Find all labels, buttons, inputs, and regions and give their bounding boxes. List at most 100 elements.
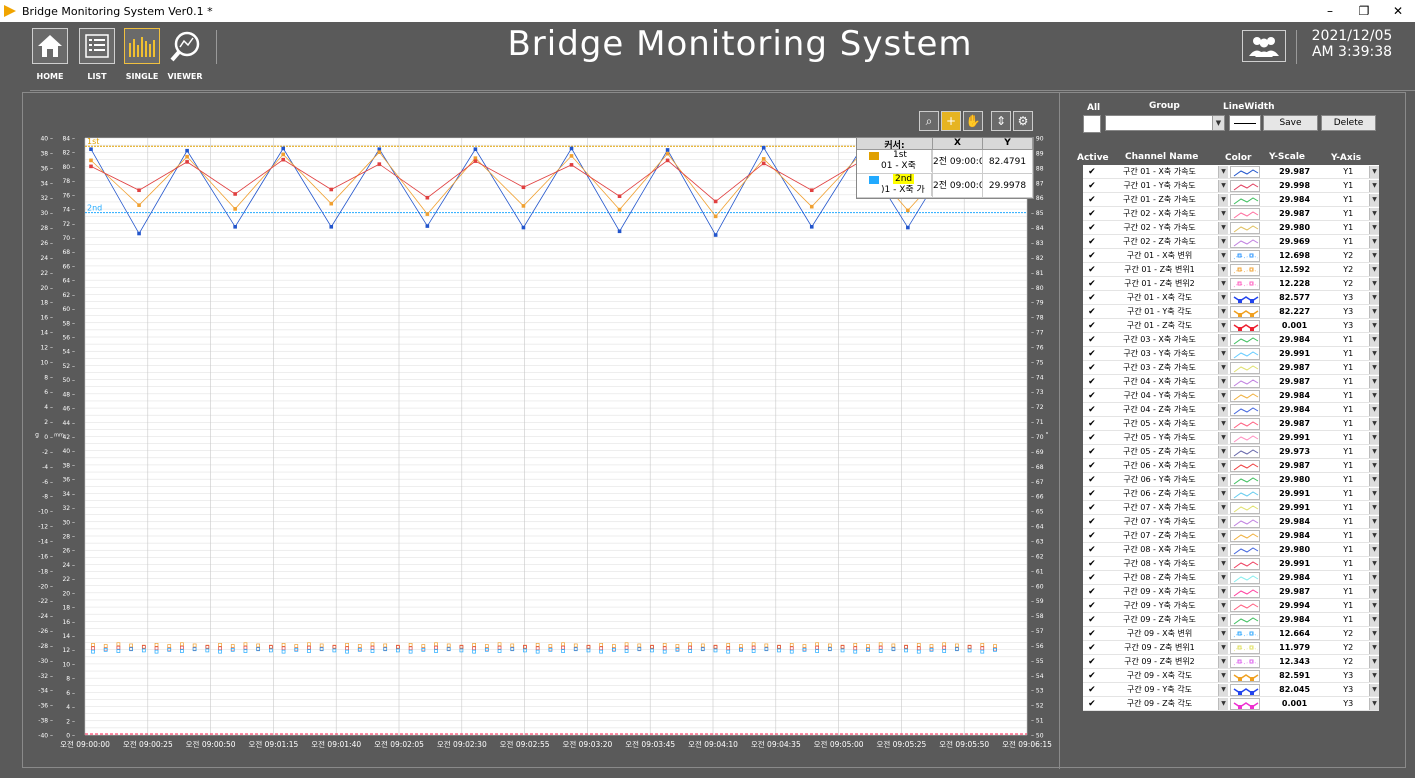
channel-row[interactable]: ✔ 구간 03 - X축 가속도 ▼ 29.984 Y1 ▼ [1083,333,1379,347]
y-axis-dropdown[interactable]: ▼ [1369,641,1379,654]
active-checkbox[interactable]: ✔ [1088,194,1096,205]
chevron-down-icon[interactable]: ▼ [1212,116,1224,130]
channel-dropdown[interactable]: ▼ [1218,389,1228,402]
save-button[interactable]: Save [1263,115,1318,131]
channel-dropdown[interactable]: ▼ [1218,263,1228,276]
active-checkbox[interactable]: ✔ [1088,348,1096,359]
color-swatch[interactable] [1230,501,1260,514]
active-checkbox[interactable]: ✔ [1088,530,1096,541]
active-checkbox[interactable]: ✔ [1088,460,1096,471]
channel-row[interactable]: ✔ 구간 07 - Z축 가속도 ▼ 29.984 Y1 ▼ [1083,529,1379,543]
color-swatch[interactable] [1230,403,1260,416]
color-swatch[interactable] [1230,683,1260,696]
color-swatch[interactable] [1230,655,1260,668]
channel-row[interactable]: ✔ 구간 01 - Z축 변위1 ▼ 12.592 Y2 ▼ [1083,263,1379,277]
y-axis-dropdown[interactable]: ▼ [1369,403,1379,416]
channel-dropdown[interactable]: ▼ [1218,333,1228,346]
channel-dropdown[interactable]: ▼ [1218,487,1228,500]
channel-row[interactable]: ✔ 구간 05 - X축 가속도 ▼ 29.987 Y1 ▼ [1083,417,1379,431]
channel-row[interactable]: ✔ 구간 01 - Z축 각도 ▼ 0.001 Y3 ▼ [1083,319,1379,333]
linewidth-select[interactable] [1229,115,1261,131]
y-axis-dropdown[interactable]: ▼ [1369,179,1379,192]
channel-row[interactable]: ✔ 구간 01 - X축 가속도 ▼ 29.987 Y1 ▼ [1083,165,1379,179]
y-axis-dropdown[interactable]: ▼ [1369,417,1379,430]
color-swatch[interactable] [1230,585,1260,598]
y-axis-dropdown[interactable]: ▼ [1369,613,1379,626]
close-button[interactable]: ✕ [1392,4,1404,18]
channel-row[interactable]: ✔ 구간 02 - X축 가속도 ▼ 29.987 Y1 ▼ [1083,207,1379,221]
channel-dropdown[interactable]: ▼ [1218,193,1228,206]
pan-tool[interactable]: ✋ [963,111,983,131]
active-checkbox[interactable]: ✔ [1088,516,1096,527]
channel-row[interactable]: ✔ 구간 09 - Z축 가속도 ▼ 29.984 Y1 ▼ [1083,613,1379,627]
channel-dropdown[interactable]: ▼ [1218,515,1228,528]
channel-dropdown[interactable]: ▼ [1218,571,1228,584]
y-axis-dropdown[interactable]: ▼ [1369,249,1379,262]
channel-row[interactable]: ✔ 구간 06 - Y축 가속도 ▼ 29.980 Y1 ▼ [1083,473,1379,487]
channel-row[interactable]: ✔ 구간 06 - X축 가속도 ▼ 29.987 Y1 ▼ [1083,459,1379,473]
color-swatch[interactable] [1230,613,1260,626]
channel-row[interactable]: ✔ 구간 08 - X축 가속도 ▼ 29.980 Y1 ▼ [1083,543,1379,557]
color-swatch[interactable] [1230,277,1260,290]
color-swatch[interactable] [1230,417,1260,430]
active-checkbox[interactable]: ✔ [1088,222,1096,233]
color-swatch[interactable] [1230,445,1260,458]
channel-dropdown[interactable]: ▼ [1218,599,1228,612]
channel-dropdown[interactable]: ▼ [1218,459,1228,472]
channel-row[interactable]: ✔ 구간 09 - Z축 변위2 ▼ 12.343 Y2 ▼ [1083,655,1379,669]
channel-dropdown[interactable]: ▼ [1218,305,1228,318]
active-checkbox[interactable]: ✔ [1088,320,1096,331]
delete-button[interactable]: Delete [1321,115,1376,131]
channel-dropdown[interactable]: ▼ [1218,417,1228,430]
channel-dropdown[interactable]: ▼ [1218,585,1228,598]
minimize-button[interactable]: – [1327,4,1333,18]
channel-dropdown[interactable]: ▼ [1218,207,1228,220]
y-axis-dropdown[interactable]: ▼ [1369,347,1379,360]
cursor-tool[interactable]: + [941,111,961,131]
y-axis-dropdown[interactable]: ▼ [1369,193,1379,206]
y-axis-dropdown[interactable]: ▼ [1369,515,1379,528]
y-axis-dropdown[interactable]: ▼ [1369,655,1379,668]
chart-area[interactable]: 오전 09:00:00 오전 09:00:25 오전 09:00:50 오전 09:0… [23,93,1059,769]
nav-home-button[interactable] [32,28,68,64]
channel-dropdown[interactable]: ▼ [1218,641,1228,654]
nav-viewer-button[interactable] [168,28,204,64]
y-axis-dropdown[interactable]: ▼ [1369,375,1379,388]
maximize-button[interactable]: ❐ [1358,4,1370,18]
channel-row[interactable]: ✔ 구간 05 - Y축 가속도 ▼ 29.991 Y1 ▼ [1083,431,1379,445]
channel-dropdown[interactable]: ▼ [1218,221,1228,234]
color-swatch[interactable] [1230,529,1260,542]
channel-dropdown[interactable]: ▼ [1218,179,1228,192]
active-checkbox[interactable]: ✔ [1088,558,1096,569]
y-axis-dropdown[interactable]: ▼ [1369,389,1379,402]
color-swatch[interactable] [1230,543,1260,556]
active-checkbox[interactable]: ✔ [1088,306,1096,317]
channel-row[interactable]: ✔ 구간 01 - Z축 가속도 ▼ 29.984 Y1 ▼ [1083,193,1379,207]
y-axis-dropdown[interactable]: ▼ [1369,207,1379,220]
channel-dropdown[interactable]: ▼ [1218,529,1228,542]
color-swatch[interactable] [1230,263,1260,276]
zoom-tool[interactable]: ⌕ [919,111,939,131]
channel-row[interactable]: ✔ 구간 09 - Z축 각도 ▼ 0.001 Y3 ▼ [1083,697,1379,711]
channel-row[interactable]: ✔ 구간 01 - X축 변위 ▼ 12.698 Y2 ▼ [1083,249,1379,263]
color-swatch[interactable] [1230,221,1260,234]
channel-row[interactable]: ✔ 구간 09 - X축 각도 ▼ 82.591 Y3 ▼ [1083,669,1379,683]
active-checkbox[interactable]: ✔ [1088,656,1096,667]
channel-row[interactable]: ✔ 구간 04 - Y축 가속도 ▼ 29.984 Y1 ▼ [1083,389,1379,403]
y-axis-dropdown[interactable]: ▼ [1369,697,1379,710]
y-axis-dropdown[interactable]: ▼ [1369,557,1379,570]
active-checkbox[interactable]: ✔ [1088,446,1096,457]
channel-row[interactable]: ✔ 구간 06 - Z축 가속도 ▼ 29.991 Y1 ▼ [1083,487,1379,501]
channel-dropdown[interactable]: ▼ [1218,375,1228,388]
y-axis-dropdown[interactable]: ▼ [1369,361,1379,374]
channel-row[interactable]: ✔ 구간 01 - X축 각도 ▼ 82.577 Y3 ▼ [1083,291,1379,305]
channel-dropdown[interactable]: ▼ [1218,669,1228,682]
users-button[interactable] [1242,30,1286,62]
y-axis-dropdown[interactable]: ▼ [1369,683,1379,696]
channel-dropdown[interactable]: ▼ [1218,361,1228,374]
color-swatch[interactable] [1230,319,1260,332]
channel-dropdown[interactable]: ▼ [1218,249,1228,262]
channel-row[interactable]: ✔ 구간 04 - Z축 가속도 ▼ 29.984 Y1 ▼ [1083,403,1379,417]
color-swatch[interactable] [1230,361,1260,374]
y-axis-dropdown[interactable]: ▼ [1369,291,1379,304]
